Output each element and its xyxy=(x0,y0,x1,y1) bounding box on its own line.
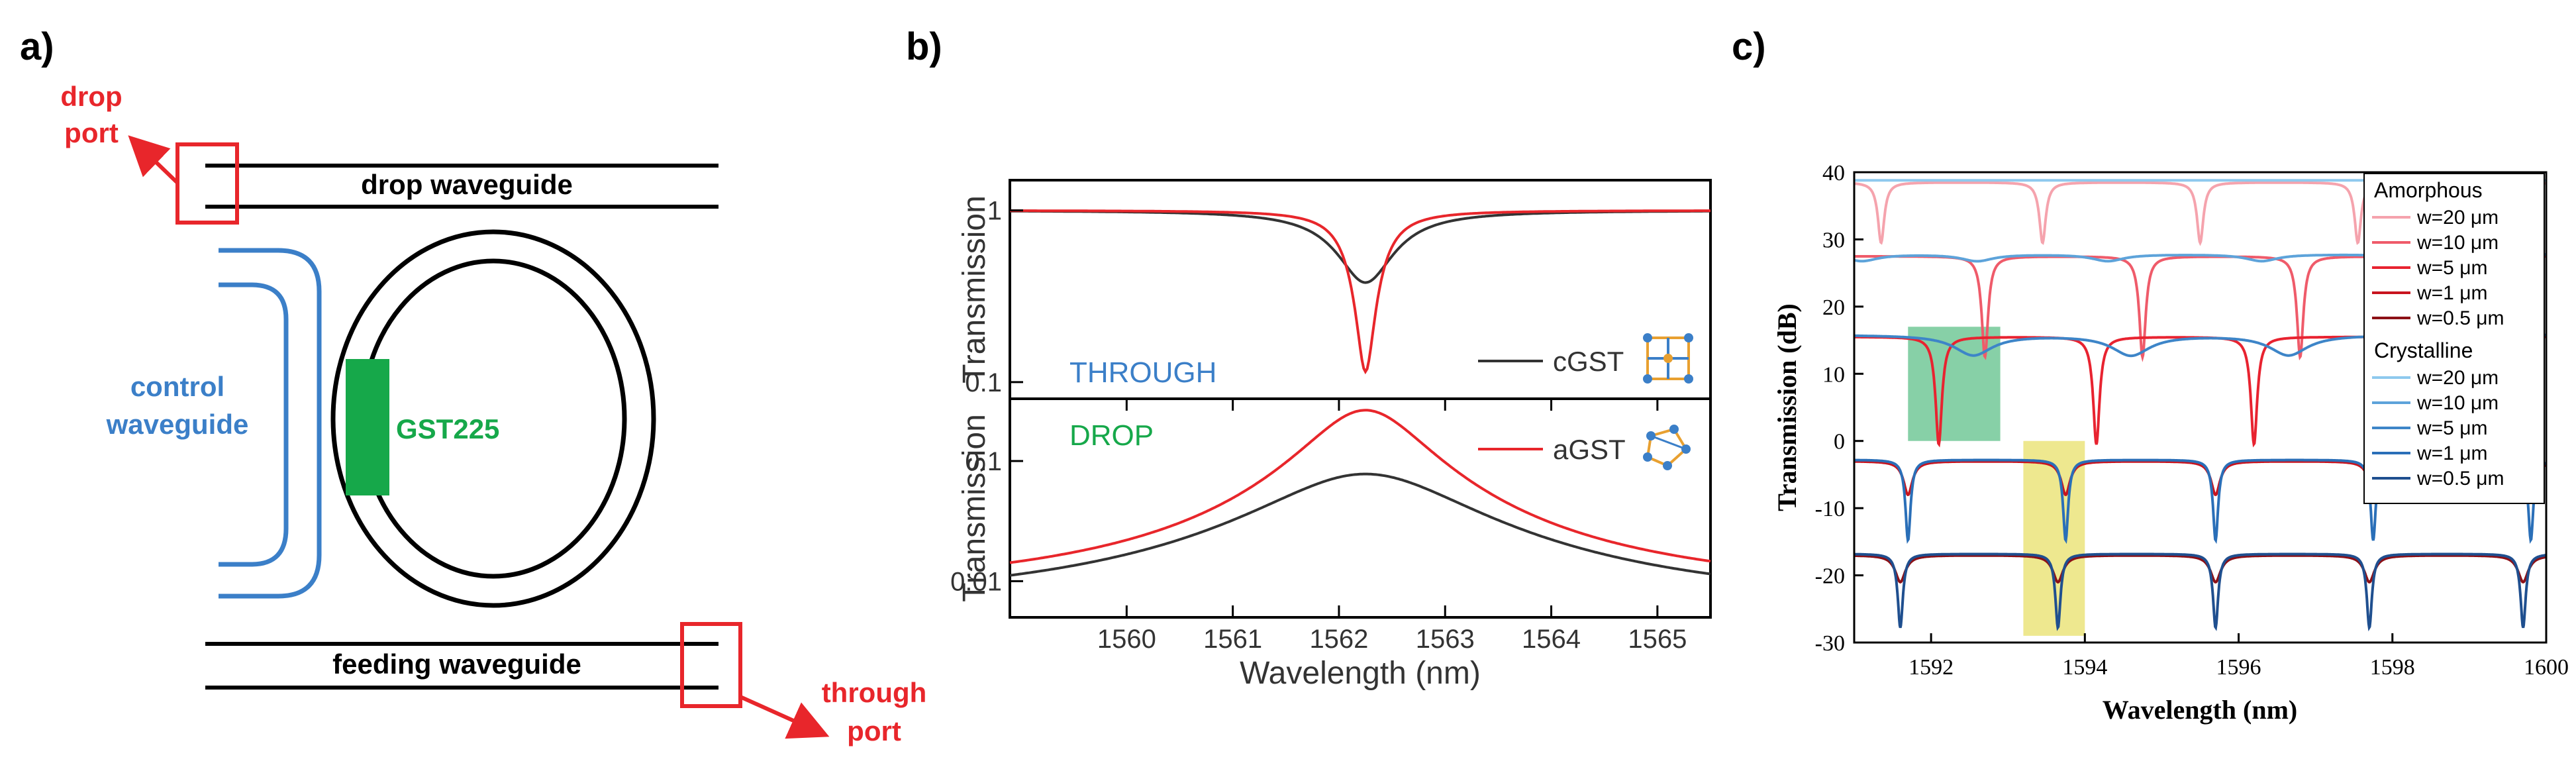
c-y-tick-label: -10 xyxy=(1815,497,1845,521)
c-x-tick-label: 1598 xyxy=(2370,655,2415,680)
c-legend-label: w=20 μm xyxy=(2416,207,2499,229)
c-curve-8 xyxy=(1854,554,2547,584)
c-y-tick-label: -20 xyxy=(1815,564,1845,589)
drop-y-title: Transmission xyxy=(957,414,992,602)
b-top-y-tick-label: 0.1 xyxy=(965,368,1002,397)
drop-port-label-1: drop xyxy=(60,81,122,112)
through-curve-agst xyxy=(1010,209,1710,375)
drop-curve-cgst xyxy=(1009,472,1711,577)
panel-c-label: c) xyxy=(1732,25,1766,68)
through-port-label-1: through xyxy=(822,677,927,708)
b-x-tick-label: 1565 xyxy=(1628,625,1687,654)
c-x-tick-label: 1600 xyxy=(2524,655,2569,680)
drop-port-label-2: port xyxy=(64,117,119,148)
c-y-tick-label: -30 xyxy=(1815,631,1845,656)
panel-c-x-title: Wavelength (nm) xyxy=(2103,695,2297,725)
legend-crystalline-title: Crystalline xyxy=(2374,338,2473,362)
panel-a-label: a) xyxy=(20,25,54,68)
c-y-tick-label: 40 xyxy=(1822,161,1845,185)
panel-b-ticks: 1560 1561 1562 1563 1564 1565 1 0.1 0.1 0.01 xyxy=(950,197,1687,654)
c-legend-label: w=10 μm xyxy=(2416,392,2499,414)
panel-c-legend: Amorphous Crystalline w=20 μm w=10 μm w=5 … xyxy=(2363,173,2545,504)
gst225-label: GST225 xyxy=(396,413,499,444)
panel-a: a) drop waveguide drop port control wave… xyxy=(20,25,926,747)
legend-amorphous-title: Amorphous xyxy=(2374,178,2483,202)
through-label: THROUGH xyxy=(1069,356,1216,389)
highlight-box-1 xyxy=(2023,440,2085,636)
panel-b-label: b) xyxy=(906,25,942,68)
c-legend-label: w=0.5 μm xyxy=(2416,307,2504,329)
through-curve-cgst xyxy=(1010,209,1710,284)
drop-port-arrow xyxy=(128,135,179,185)
drop-label: DROP xyxy=(1069,419,1154,452)
feeding-waveguide-label: feeding waveguide xyxy=(332,648,581,680)
panel-c-plot-frame xyxy=(1853,171,2548,644)
drop-curve-agst xyxy=(1009,409,1711,564)
drop-curves xyxy=(1009,409,1711,577)
panel-c-legend-items: w=20 μm w=10 μm w=5 μm w=1 μm w=0.5 μm w=20 μ… xyxy=(2372,207,2504,490)
c-x-tick-label: 1592 xyxy=(1908,655,1954,680)
c-legend-label: w=20 μm xyxy=(2416,367,2499,389)
c-legend-label: w=5 μm xyxy=(2416,257,2487,279)
b-bottom-y-tick-label: 0.1 xyxy=(965,447,1002,476)
c-legend-label: w=1 μm xyxy=(2416,442,2487,464)
agst-amorphous-icon xyxy=(1643,425,1691,470)
c-y-tick-label: 0 xyxy=(1834,430,1845,454)
control-waveguide-label-1: control xyxy=(130,371,224,402)
panel-c-legend-box xyxy=(2363,173,2545,504)
b-x-tick-label: 1562 xyxy=(1309,625,1368,654)
panel-c: c) 40 30 20 10 0 -10 -20 -30 1592 1594 1596 1598 160… xyxy=(1732,25,2569,725)
b-x-tick-label: 1561 xyxy=(1203,625,1262,654)
through-port-box xyxy=(680,622,742,708)
drop-waveguide-label: drop waveguide xyxy=(361,169,573,200)
b-bottom-y-tick-label: 0.01 xyxy=(950,567,1002,596)
control-waveguide-label-2: waveguide xyxy=(106,409,249,440)
c-curve-9 xyxy=(1854,552,2547,632)
gst225-patch xyxy=(346,359,389,495)
panel-b-x-title: Wavelength (nm) xyxy=(1240,656,1481,691)
c-x-tick-label: 1594 xyxy=(2062,655,2107,680)
c-legend-label: w=10 μm xyxy=(2416,232,2499,254)
control-waveguide-outer xyxy=(219,248,322,599)
c-y-tick-label: 30 xyxy=(1822,228,1845,252)
legend-cgst-label: cGST xyxy=(1553,346,1624,377)
panel-c-y-title: Transmission (dB) xyxy=(1772,303,1802,511)
panel-b: b) 1560 1561 1562 1563 1564 1565 1 0.1 0.1 0.01 T… xyxy=(906,25,1712,691)
drop-plot-frame xyxy=(1009,397,1712,619)
c-y-tick-label: 10 xyxy=(1822,362,1845,387)
c-legend-label: w=0.5 μm xyxy=(2416,468,2504,490)
through-port-label-2: port xyxy=(847,715,901,747)
through-y-title: Transmission xyxy=(957,195,992,384)
b-x-tick-label: 1564 xyxy=(1522,625,1581,654)
through-curves xyxy=(1010,209,1710,375)
ring-outer xyxy=(330,229,656,608)
b-x-tick-label: 1563 xyxy=(1416,625,1475,654)
control-waveguide-inner xyxy=(219,282,289,567)
legend-agst-label: aGST xyxy=(1553,434,1626,465)
c-legend-label: w=1 μm xyxy=(2416,282,2487,304)
panel-c-ticks: 40 30 20 10 0 -10 -20 -30 1592 1594 1596 1598 1600 xyxy=(1815,161,2569,680)
drop-port-box xyxy=(175,142,239,225)
b-top-y-tick-label: 1 xyxy=(987,197,1002,226)
c-x-tick-label: 1596 xyxy=(2216,655,2261,680)
b-x-tick-label: 1560 xyxy=(1097,625,1156,654)
c-legend-label: w=5 μm xyxy=(2416,417,2487,439)
through-port-arrow xyxy=(739,695,830,739)
cgst-crystal-icon xyxy=(1643,333,1693,384)
c-y-tick-label: 20 xyxy=(1822,295,1845,320)
